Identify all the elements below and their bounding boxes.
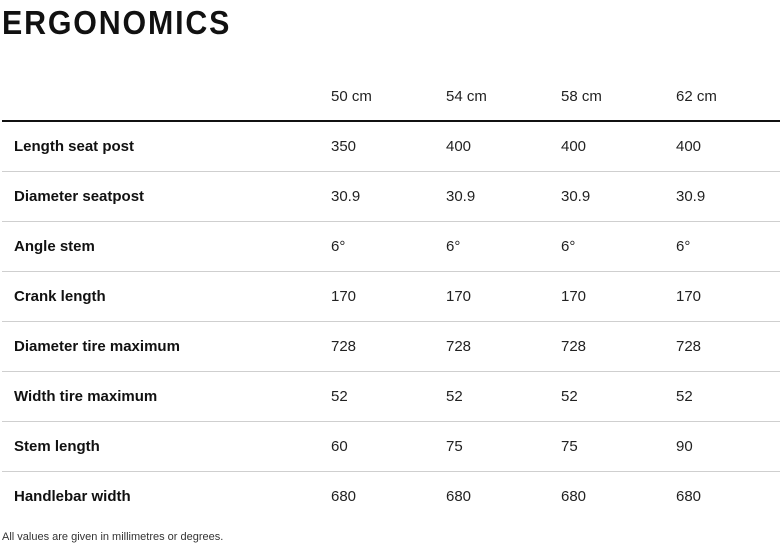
table-header-row: 50 cm 54 cm 58 cm 62 cm — [2, 73, 780, 122]
row-label: Handlebar width — [14, 488, 131, 505]
table-row: Length seat post 350 400 400 400 — [2, 121, 780, 172]
header-size-54: 54 cm — [444, 73, 559, 122]
row-value: 400 — [674, 121, 780, 172]
row-value: 170 — [444, 271, 559, 322]
row-value: 6° — [674, 221, 780, 272]
table-row: Diameter tire maximum 728 728 728 728 — [2, 321, 780, 372]
row-value: 728 — [674, 321, 780, 372]
table-row: Angle stem 6° 6° 6° 6° — [2, 221, 780, 272]
row-value: 680 — [676, 488, 702, 505]
row-value: 52 — [444, 371, 559, 422]
header-label-cell — [2, 73, 329, 122]
ergonomics-table: 50 cm 54 cm 58 cm 62 cm Length seat post… — [2, 73, 780, 521]
row-value: 30.9 — [559, 171, 674, 222]
row-value: 6° — [444, 221, 559, 272]
row-value: 728 — [444, 321, 559, 372]
table-row: Stem length 60 75 75 90 — [2, 421, 780, 472]
row-value: 75 — [444, 421, 559, 472]
row-label: Crank length — [2, 271, 329, 322]
row-value: 90 — [674, 421, 780, 472]
row-label: Stem length — [2, 421, 329, 472]
table-row: Crank length 170 170 170 170 — [2, 271, 780, 322]
row-label: Diameter seatpost — [2, 171, 329, 222]
row-value: 728 — [559, 321, 674, 372]
row-value: 170 — [674, 271, 780, 322]
row-value: 400 — [559, 121, 674, 172]
row-value: 680 — [561, 488, 587, 505]
row-value: 170 — [559, 271, 674, 322]
table-row: Handlebar width 680 680 680 680 — [2, 472, 780, 522]
row-value: 30.9 — [329, 171, 444, 222]
header-size-58: 58 cm — [559, 73, 674, 122]
page-title: ERGONOMICS — [2, 4, 232, 41]
row-value: 680 — [446, 488, 472, 505]
row-value: 680 — [331, 488, 357, 505]
row-value: 6° — [559, 221, 674, 272]
table-row: Width tire maximum 52 52 52 52 — [2, 371, 780, 422]
row-value: 350 — [329, 121, 444, 172]
header-size-50: 50 cm — [329, 73, 444, 122]
row-value: 52 — [559, 371, 674, 422]
row-value: 30.9 — [444, 171, 559, 222]
row-value: 170 — [329, 271, 444, 322]
row-value: 6° — [329, 221, 444, 272]
table-row: Diameter seatpost 30.9 30.9 30.9 30.9 — [2, 171, 780, 222]
footnote: All values are given in millimetres or d… — [2, 531, 224, 543]
row-value: 75 — [559, 421, 674, 472]
header-size-62: 62 cm — [674, 73, 780, 122]
row-label: Diameter tire maximum — [2, 321, 329, 372]
row-value: 728 — [329, 321, 444, 372]
row-label: Width tire maximum — [2, 371, 329, 422]
row-value: 52 — [674, 371, 780, 422]
row-value: 60 — [329, 421, 444, 472]
row-value: 30.9 — [674, 171, 780, 222]
row-value: 400 — [444, 121, 559, 172]
row-label: Angle stem — [2, 221, 329, 272]
row-value: 52 — [329, 371, 444, 422]
row-label: Length seat post — [2, 121, 329, 172]
